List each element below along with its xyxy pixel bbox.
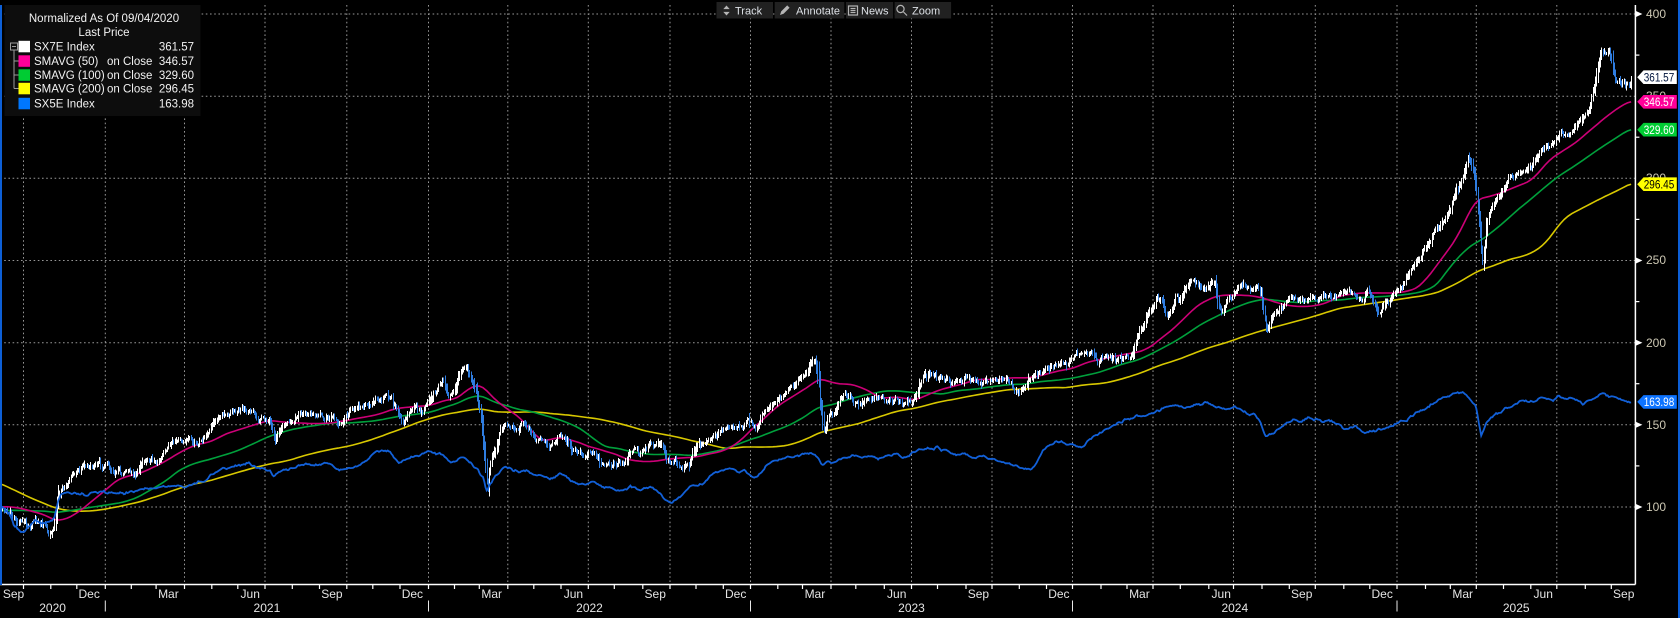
svg-text:Mar: Mar [481, 587, 502, 601]
svg-text:2022: 2022 [576, 601, 603, 615]
svg-text:Jun: Jun [1534, 587, 1553, 601]
svg-text:400: 400 [1646, 7, 1666, 21]
svg-text:on Close: on Close [107, 84, 152, 96]
svg-text:150: 150 [1646, 418, 1666, 432]
svg-text:296.45: 296.45 [159, 84, 194, 96]
svg-text:Jun: Jun [887, 587, 906, 601]
svg-text:Sep: Sep [3, 587, 25, 601]
svg-text:2025: 2025 [1503, 601, 1530, 615]
svg-text:News: News [861, 6, 889, 18]
svg-text:Jun: Jun [1212, 587, 1231, 601]
svg-text:SMAVG (50): SMAVG (50) [34, 56, 98, 68]
svg-text:on Close: on Close [107, 70, 152, 82]
svg-text:Dec: Dec [1048, 587, 1069, 601]
svg-text:361.57: 361.57 [159, 42, 194, 54]
svg-text:Sep: Sep [1291, 587, 1313, 601]
svg-text:Sep: Sep [645, 587, 667, 601]
svg-text:Dec: Dec [79, 587, 100, 601]
svg-text:Mar: Mar [158, 587, 179, 601]
svg-text:329.60: 329.60 [1644, 125, 1675, 137]
svg-text:Mar: Mar [1129, 587, 1150, 601]
svg-text:on Close: on Close [107, 56, 152, 68]
svg-text:SX7E Index: SX7E Index [34, 42, 95, 54]
svg-text:346.57: 346.57 [159, 56, 194, 68]
svg-text:SMAVG (100): SMAVG (100) [34, 70, 105, 82]
svg-text:Jun: Jun [564, 587, 583, 601]
svg-text:346.57: 346.57 [1644, 97, 1675, 109]
svg-text:Sep: Sep [1613, 587, 1635, 601]
svg-text:2024: 2024 [1221, 601, 1248, 615]
svg-text:163.98: 163.98 [159, 99, 194, 111]
svg-text:SX5E Index: SX5E Index [34, 99, 95, 111]
svg-text:Annotate: Annotate [796, 6, 840, 18]
svg-text:296.45: 296.45 [1644, 179, 1675, 191]
svg-text:Zoom: Zoom [912, 6, 940, 18]
svg-text:Last Price: Last Price [78, 27, 129, 39]
svg-text:Jun: Jun [241, 587, 260, 601]
svg-text:361.57: 361.57 [1644, 72, 1675, 84]
svg-text:Dec: Dec [725, 587, 746, 601]
svg-text:SMAVG (200): SMAVG (200) [34, 84, 105, 96]
svg-text:2021: 2021 [254, 601, 281, 615]
svg-text:Mar: Mar [805, 587, 826, 601]
svg-text:Normalized As Of 09/04/2020: Normalized As Of 09/04/2020 [29, 13, 179, 25]
svg-text:2020: 2020 [39, 601, 66, 615]
svg-text:100: 100 [1646, 500, 1666, 514]
svg-text:2023: 2023 [898, 601, 925, 615]
svg-text:250: 250 [1646, 253, 1666, 267]
svg-text:329.60: 329.60 [159, 70, 194, 82]
svg-text:Mar: Mar [1452, 587, 1473, 601]
svg-text:163.98: 163.98 [1644, 397, 1675, 409]
svg-text:Dec: Dec [1372, 587, 1393, 601]
svg-text:Sep: Sep [321, 587, 343, 601]
svg-text:200: 200 [1646, 336, 1666, 350]
svg-text:Track: Track [735, 6, 763, 18]
svg-text:Dec: Dec [402, 587, 423, 601]
svg-text:Sep: Sep [968, 587, 990, 601]
